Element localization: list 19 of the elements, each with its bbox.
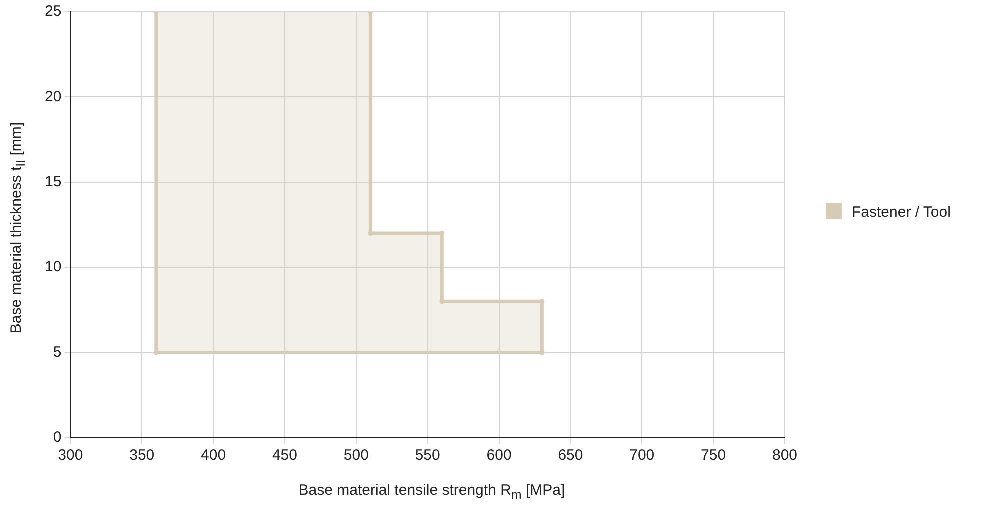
x-tick-label: 550 (415, 447, 440, 464)
x-tick-label: 500 (344, 447, 369, 464)
legend-label: Fastener / Tool (852, 204, 951, 221)
y-tick-label: 25 (44, 3, 62, 20)
y-tick-label: 10 (44, 258, 62, 276)
x-tick-label: 650 (558, 447, 584, 464)
x-axis-title: Base material tensile strength R$_{m}$ [MPa] (298, 482, 566, 502)
x-tick-label: 350 (130, 447, 155, 464)
y-tick-label: 15 (44, 174, 62, 191)
y-tick-label: 5 (53, 344, 62, 361)
x-tick-label: 300 (58, 447, 84, 464)
x-tick-label: 750 (701, 447, 726, 464)
y-tick-label: 20 (44, 88, 62, 106)
x-tick-label: 400 (201, 447, 226, 464)
x-tick-label: 700 (630, 447, 655, 464)
y-tick-label: 0 (53, 429, 62, 446)
x-tick-label: 800 (772, 447, 798, 464)
x-tick-label: 450 (272, 447, 298, 464)
x-tick-label: 600 (486, 447, 512, 464)
